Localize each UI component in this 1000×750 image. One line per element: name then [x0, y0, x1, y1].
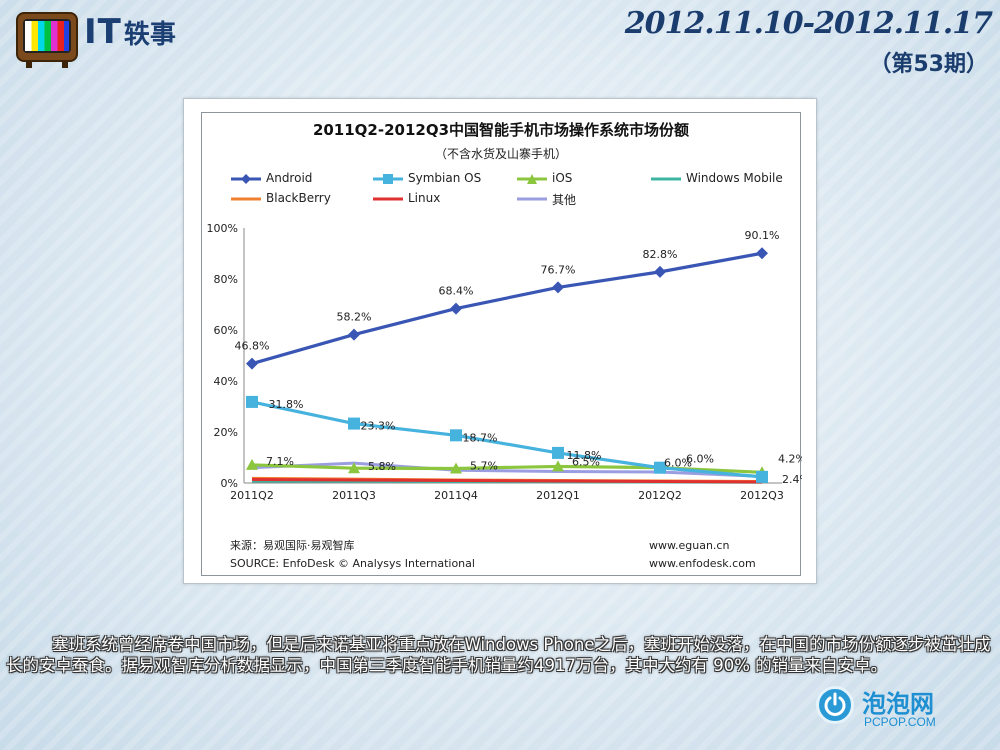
x-tick-label: 2011Q4 [434, 489, 478, 502]
chart-urls: www.eguan.cn www.enfodesk.com [649, 537, 756, 573]
y-tick-label: 100% [207, 222, 238, 235]
legend-label: iOS [552, 171, 573, 185]
brand-title: IT轶事 [84, 12, 176, 52]
data-point [246, 357, 258, 370]
data-point [756, 470, 768, 483]
tv-icon [16, 12, 78, 68]
chart-plot: 0% 20% 40% 60% 80% 100% 2011Q2 2011Q3 2011Q4 2012… [207, 222, 802, 502]
power-icon [816, 686, 854, 724]
site-url: PCPOP.COM [864, 715, 936, 729]
data-label: 82.8% [643, 248, 678, 261]
legend-label: 其他 [552, 193, 577, 207]
date-range: 2012.11.10-2012.11.17 [624, 6, 993, 41]
series-line-Android [251, 251, 763, 366]
legend-swatch [373, 197, 403, 201]
data-label: 4.2% [778, 452, 802, 465]
legend-label: Windows Mobile [686, 171, 783, 185]
legend-label: Linux [408, 191, 441, 205]
data-point [450, 429, 462, 442]
legend-label: BlackBerry [266, 191, 331, 205]
data-label: 90.1% [745, 229, 780, 242]
data-label: 6.5% [572, 455, 600, 468]
site-name: 泡泡网 [862, 690, 934, 718]
legend-label: Symbian OS [408, 171, 482, 185]
url-eguan: www.eguan.cn [649, 539, 730, 552]
chart-title: 2011Q2-2012Q3中国智能手机市场操作系统市场份额 [312, 121, 690, 139]
data-point [552, 460, 564, 472]
chart-panel: 2011Q2-2012Q3中国智能手机市场操作系统市场份额 （不含水货及山寨手机… [201, 112, 802, 576]
data-point [654, 265, 666, 278]
data-point [348, 328, 360, 341]
data-label: 5.7% [470, 459, 498, 472]
legend-swatch [231, 197, 261, 201]
data-label: 7.1% [266, 455, 294, 468]
data-label: 46.8% [235, 340, 270, 353]
chart-frame: 2011Q2-2012Q3中国智能手机市场操作系统市场份额 （不含水货及山寨手机… [183, 98, 817, 584]
data-label: 23.3% [361, 420, 396, 433]
data-point [654, 461, 666, 474]
data-label: 11.8% [567, 449, 602, 462]
y-tick-label: 60% [214, 324, 238, 337]
data-point [348, 462, 360, 474]
data-point [552, 446, 564, 459]
series-line-Symbian OS [251, 400, 763, 479]
data-label: 5.8% [368, 460, 396, 473]
legend-swatch [651, 177, 681, 181]
data-label: 18.7% [463, 431, 498, 444]
x-tick-label: 2011Q3 [332, 489, 376, 502]
series-line-Linux [251, 477, 763, 484]
data-point [450, 462, 462, 474]
data-label: 2.4% [782, 473, 802, 486]
chart-source: 来源：易观国际·易观智库 SOURCE: EnfoDesk © Analysys… [230, 537, 475, 573]
issue-number: （第53期） [869, 52, 988, 77]
legend-swatch [517, 174, 547, 184]
legend-swatch [517, 197, 547, 201]
data-point [450, 302, 462, 315]
data-label: 6.0% [664, 457, 692, 470]
y-tick-label: 80% [214, 273, 238, 286]
data-label: 68.4% [439, 285, 474, 298]
source-cn: 来源：易观国际·易观智库 [230, 539, 355, 552]
y-tick-label: 20% [214, 426, 238, 439]
data-label: 76.7% [541, 263, 576, 276]
data-point [246, 458, 258, 470]
y-tick-label: 0% [221, 477, 238, 490]
x-tick-label: 2012Q3 [740, 489, 784, 502]
x-tick-label: 2012Q1 [536, 489, 580, 502]
site-logo: 泡泡网 PCPOP.COM [816, 684, 966, 734]
legend-swatch [373, 174, 403, 184]
caption-text: 塞班系统曾经席卷中国市场，但是后来诺基亚将重点放在Windows Phone之后… [6, 635, 991, 675]
source-en: SOURCE: EnfoDesk © Analysys Internationa… [230, 557, 475, 570]
data-label: 6.0% [686, 453, 714, 466]
x-tick-label: 2012Q2 [638, 489, 682, 502]
data-label: 58.2% [337, 311, 372, 324]
chart-subtitle: （不含水货及山寨手机） [434, 147, 567, 161]
data-point [552, 281, 564, 294]
x-tick-label: 2011Q2 [230, 489, 274, 502]
data-label: 31.8% [269, 398, 304, 411]
url-enfodesk: www.enfodesk.com [649, 557, 756, 570]
series-line-其他 [251, 461, 763, 478]
brand-it: IT [84, 12, 122, 52]
data-point [246, 395, 258, 408]
y-tick-label: 40% [214, 375, 238, 388]
data-point [756, 247, 768, 260]
legend-label: Android [266, 171, 313, 185]
brand-cn: 轶事 [123, 20, 176, 50]
data-point [348, 417, 360, 430]
legend-swatch [231, 174, 261, 184]
